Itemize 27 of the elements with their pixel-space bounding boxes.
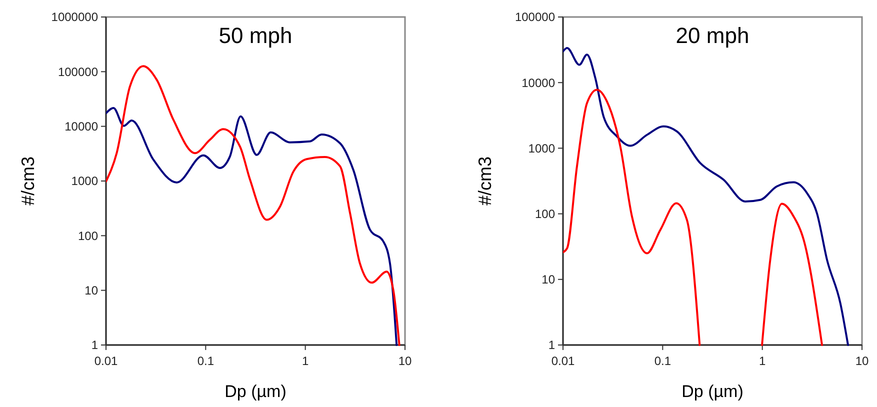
y-tick-label: 100 [78,228,98,243]
y-tick-label: 10 [542,272,556,287]
y-tick-label: 10000 [522,76,556,90]
x-tick-label: 10 [398,354,412,368]
chart-title: 50 mph [218,23,292,48]
y-tick-label: 10 [84,284,98,298]
x-tick-label: 10 [855,354,869,368]
y-tick-label: 1000 [71,174,98,188]
x-tick-label: 0.01 [551,354,575,368]
x-tick-label: 0.1 [197,354,214,368]
y-tick-label: 10000 [64,120,98,134]
chart-title: 20 mph [676,23,750,48]
y-tick-label: 100 [534,207,556,221]
y-tick-label: 1 [91,338,98,352]
y-tick-label: 1000000 [51,10,98,24]
y-tick-label: 100000 [58,64,98,79]
x-axis-title: Dp (µm) [224,382,286,401]
y-axis-title: #/cm3 [18,156,38,206]
x-tick-label: 0.01 [94,354,118,368]
x-tick-label: 1 [758,354,766,368]
y-tick-label: 1000 [528,141,556,156]
y-tick-label: 100000 [514,10,556,24]
y-tick-label: 1 [548,338,556,352]
x-tick-label: 0.1 [654,354,672,368]
y-axis-title: #/cm3 [475,156,495,206]
x-axis-title: Dp (µm) [682,382,744,401]
x-tick-label: 1 [302,354,309,368]
